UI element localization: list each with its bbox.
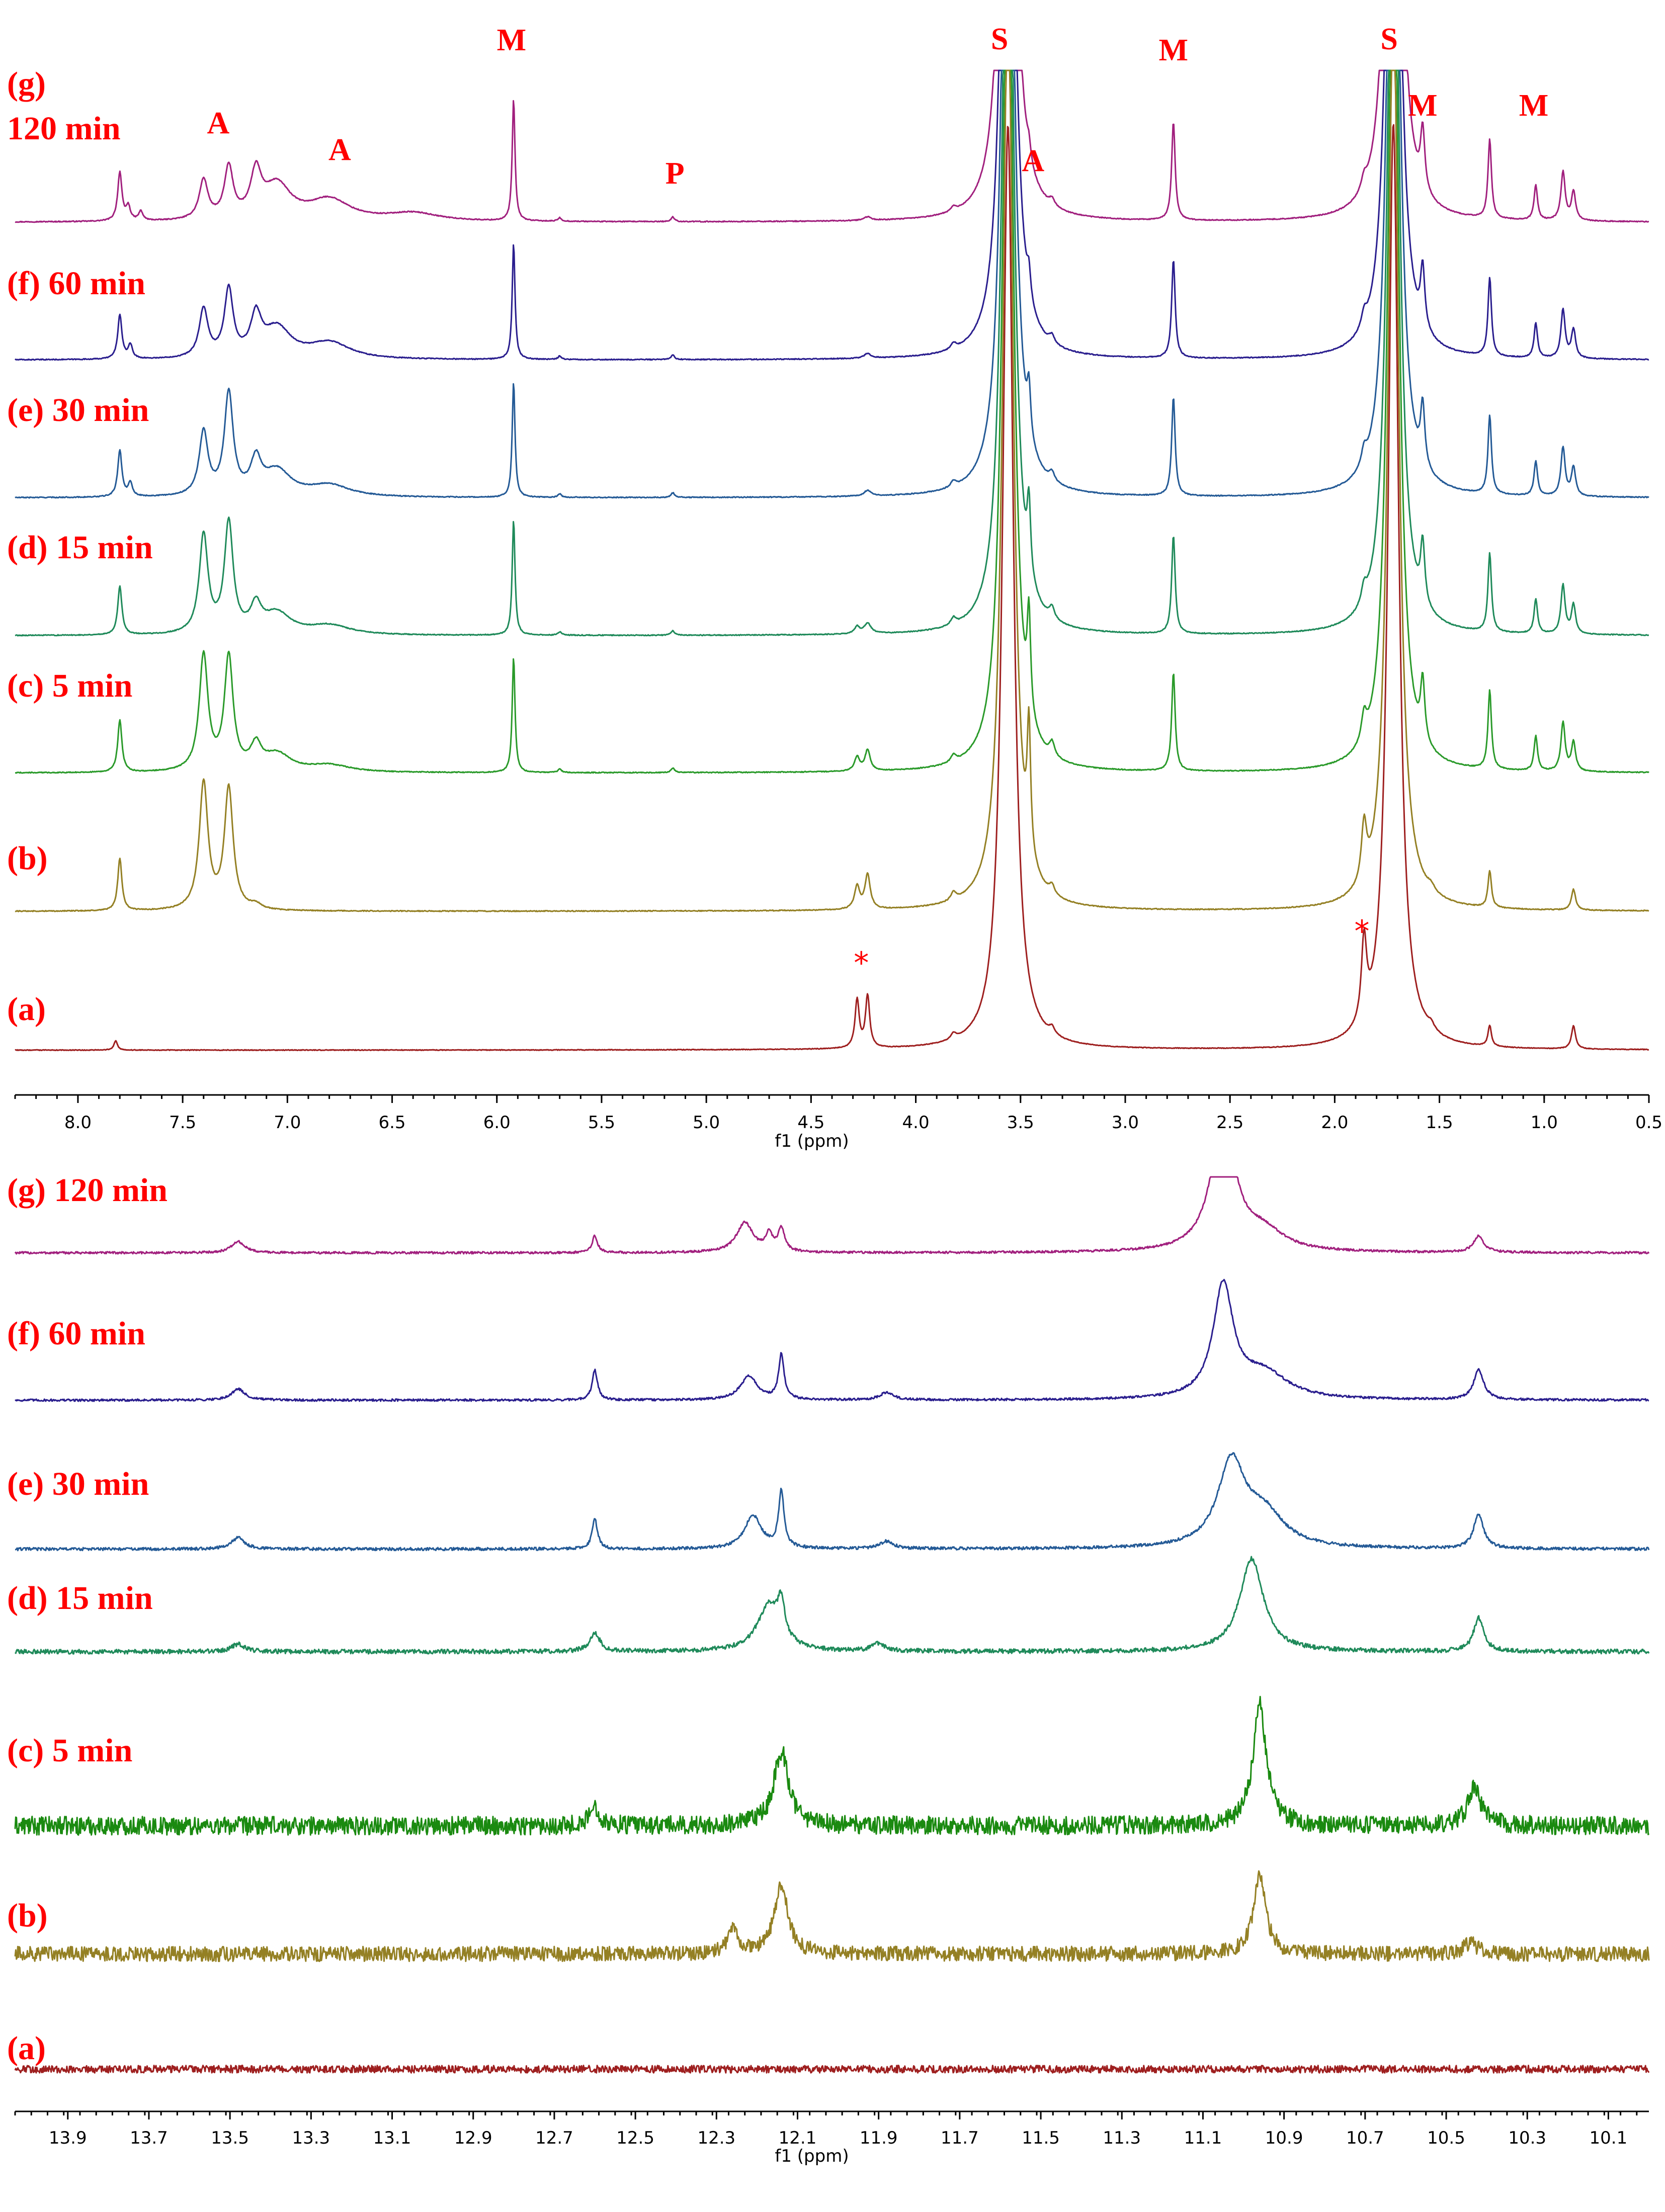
bottom-tick-label-11-5: 11.5 xyxy=(1022,2128,1060,2148)
bottom-spectrum-e-30-min xyxy=(15,1452,1650,1552)
peak-annotation-star-10: * xyxy=(854,946,869,981)
bottom-spectrum-f-60-min xyxy=(15,1279,1649,1402)
bottom-tick-label-11-9: 11.9 xyxy=(860,2128,898,2148)
top-tick-label-4-5: 4.5 xyxy=(797,1113,824,1133)
bottom-tick-label-10-1: 10.1 xyxy=(1590,2128,1628,2148)
bottom-tick-label-13-3: 13.3 xyxy=(292,2128,330,2148)
bottom-tick-label-13-7: 13.7 xyxy=(130,2128,168,2148)
top-trace-labels: (g) 120 min (f) 60 min (e) 30 min (d) 15 min… xyxy=(7,65,153,1028)
top-trace-label-e-30-min: (e) 30 min xyxy=(7,392,149,429)
top-tick-label-4-0: 4.0 xyxy=(902,1113,930,1133)
top-trace-label-g-120-min: (g) xyxy=(7,65,46,102)
bottom-spectrum-a xyxy=(14,2065,1650,2074)
bottom-tick-label-11-7: 11.7 xyxy=(941,2128,979,2148)
top-tick-label-7-0: 7.0 xyxy=(274,1113,301,1133)
bottom-trace-label-d-15-min: (d) 15 min xyxy=(7,1580,153,1617)
bottom-tick-label-12-5: 12.5 xyxy=(616,2128,654,2148)
peak-annotation-m-8: M xyxy=(1408,89,1438,123)
top-tick-label-5-5: 5.5 xyxy=(588,1113,615,1133)
bottom-trace-labels: (g) 120 min (f) 60 min (e) 30 min (d) 15 mi… xyxy=(7,1172,168,2067)
top-tick-label-7-5: 7.5 xyxy=(169,1113,196,1133)
bottom-x-axis: 13.9 13.7 13.5 13.3 13.1 12.9 12.7 12.5 12.3 12.1… xyxy=(14,2110,1649,2148)
top-trace-label-d-15-min: (d) 15 min xyxy=(7,529,153,566)
bottom-x-axis-title: f1 (ppm) xyxy=(775,2146,849,2166)
top-tick-label-3-5: 3.5 xyxy=(1007,1113,1034,1133)
bottom-trace-label-g-120-min: (g) 120 min xyxy=(7,1172,168,1209)
peak-annotation-a-0: A xyxy=(207,106,230,140)
bottom-spectrum-b xyxy=(14,1870,1650,1963)
top-spectrum-a xyxy=(15,124,1649,1051)
bottom-spectra-traces xyxy=(14,1176,1650,2074)
peak-annotation-a-1: A xyxy=(328,133,351,167)
bottom-tick-label-11-3: 11.3 xyxy=(1103,2128,1141,2148)
top-x-axis-title: f1 (ppm) xyxy=(775,1131,849,1151)
top-tick-label-8-0: 8.0 xyxy=(64,1113,92,1133)
top-trace-label-g-120-min-line1: 120 min xyxy=(7,110,121,147)
bottom-trace-label-a: (a) xyxy=(7,2030,46,2067)
peak-annotation-a-5: A xyxy=(1022,144,1044,178)
top-spectrum-d-15-min xyxy=(15,69,1649,637)
top-trace-label-b: (b) xyxy=(7,840,48,877)
bottom-tick-label-12-9: 12.9 xyxy=(454,2128,492,2148)
top-x-axis: 8.0 7.5 7.0 6.5 6.0 5.5 5.0 4.5 4.0 3.5 3.0 2.5 2.0 1… xyxy=(14,1094,1662,1133)
bottom-tick-label-13-5: 13.5 xyxy=(211,2128,249,2148)
peak-annotation-m-2: M xyxy=(497,23,527,57)
top-spectra-panel: (g) 120 min (f) 60 min (e) 30 min (d) 15 min… xyxy=(7,22,1662,1151)
top-tick-label-6-5: 6.5 xyxy=(378,1113,405,1133)
peak-annotation-p-3: P xyxy=(665,156,685,191)
peak-annotation-s-7: S xyxy=(1380,22,1397,56)
top-trace-label-f-60-min: (f) 60 min xyxy=(7,265,145,302)
top-spectrum-e-30-min xyxy=(15,69,1649,499)
bottom-tick-label-13-1: 13.1 xyxy=(373,2128,411,2148)
peak-annotation-s-4: S xyxy=(991,22,1008,56)
top-tick-label-2-5: 2.5 xyxy=(1216,1113,1243,1133)
bottom-tick-label-10-9: 10.9 xyxy=(1265,2128,1303,2148)
top-spectrum-g-120-min xyxy=(15,69,1649,223)
bottom-tick-label-10-3: 10.3 xyxy=(1508,2128,1546,2148)
top-tick-label-1-5: 1.5 xyxy=(1426,1113,1453,1133)
bottom-tick-label-12-7: 12.7 xyxy=(535,2128,573,2148)
bottom-trace-label-b: (b) xyxy=(7,1897,48,1934)
bottom-spectra-panel: (g) 120 min (f) 60 min (e) 30 min (d) 15 mi… xyxy=(7,1172,1650,2166)
top-spectrum-c-5-min xyxy=(15,69,1649,774)
bottom-trace-label-f-60-min: (f) 60 min xyxy=(7,1315,145,1352)
bottom-tick-label-12-1: 12.1 xyxy=(779,2128,817,2148)
top-trace-label-a: (a) xyxy=(7,991,46,1028)
peak-annotation-m-9: M xyxy=(1519,89,1549,123)
bottom-spectrum-c-5-min xyxy=(14,1695,1650,1836)
bottom-tick-label-11-1: 11.1 xyxy=(1184,2128,1222,2148)
bottom-tick-label-13-9: 13.9 xyxy=(49,2128,87,2148)
top-spectrum-b xyxy=(15,69,1649,912)
peak-annotation-m-6: M xyxy=(1158,33,1188,67)
bottom-spectrum-g-120-min xyxy=(14,1176,1650,1255)
top-spectra-traces xyxy=(15,69,1649,1051)
top-tick-label-6-0: 6.0 xyxy=(483,1113,511,1133)
top-tick-label-1-0: 1.0 xyxy=(1531,1113,1558,1133)
top-spectrum-f-60-min xyxy=(15,69,1649,361)
top-tick-label-0-5: 0.5 xyxy=(1635,1113,1662,1133)
bottom-tick-label-10-7: 10.7 xyxy=(1346,2128,1384,2148)
peak-annotation-star-11: * xyxy=(1355,914,1370,949)
top-tick-label-2-0: 2.0 xyxy=(1321,1113,1348,1133)
top-trace-label-c-5-min: (c) 5 min xyxy=(7,667,132,704)
bottom-spectrum-d-15-min xyxy=(14,1556,1650,1655)
bottom-trace-label-e-30-min: (e) 30 min xyxy=(7,1466,149,1502)
bottom-tick-label-12-3: 12.3 xyxy=(697,2128,735,2148)
top-tick-label-3-0: 3.0 xyxy=(1112,1113,1139,1133)
bottom-trace-label-c-5-min: (c) 5 min xyxy=(7,1732,132,1769)
bottom-tick-label-10-5: 10.5 xyxy=(1427,2128,1465,2148)
top-tick-label-5-0: 5.0 xyxy=(693,1113,720,1133)
